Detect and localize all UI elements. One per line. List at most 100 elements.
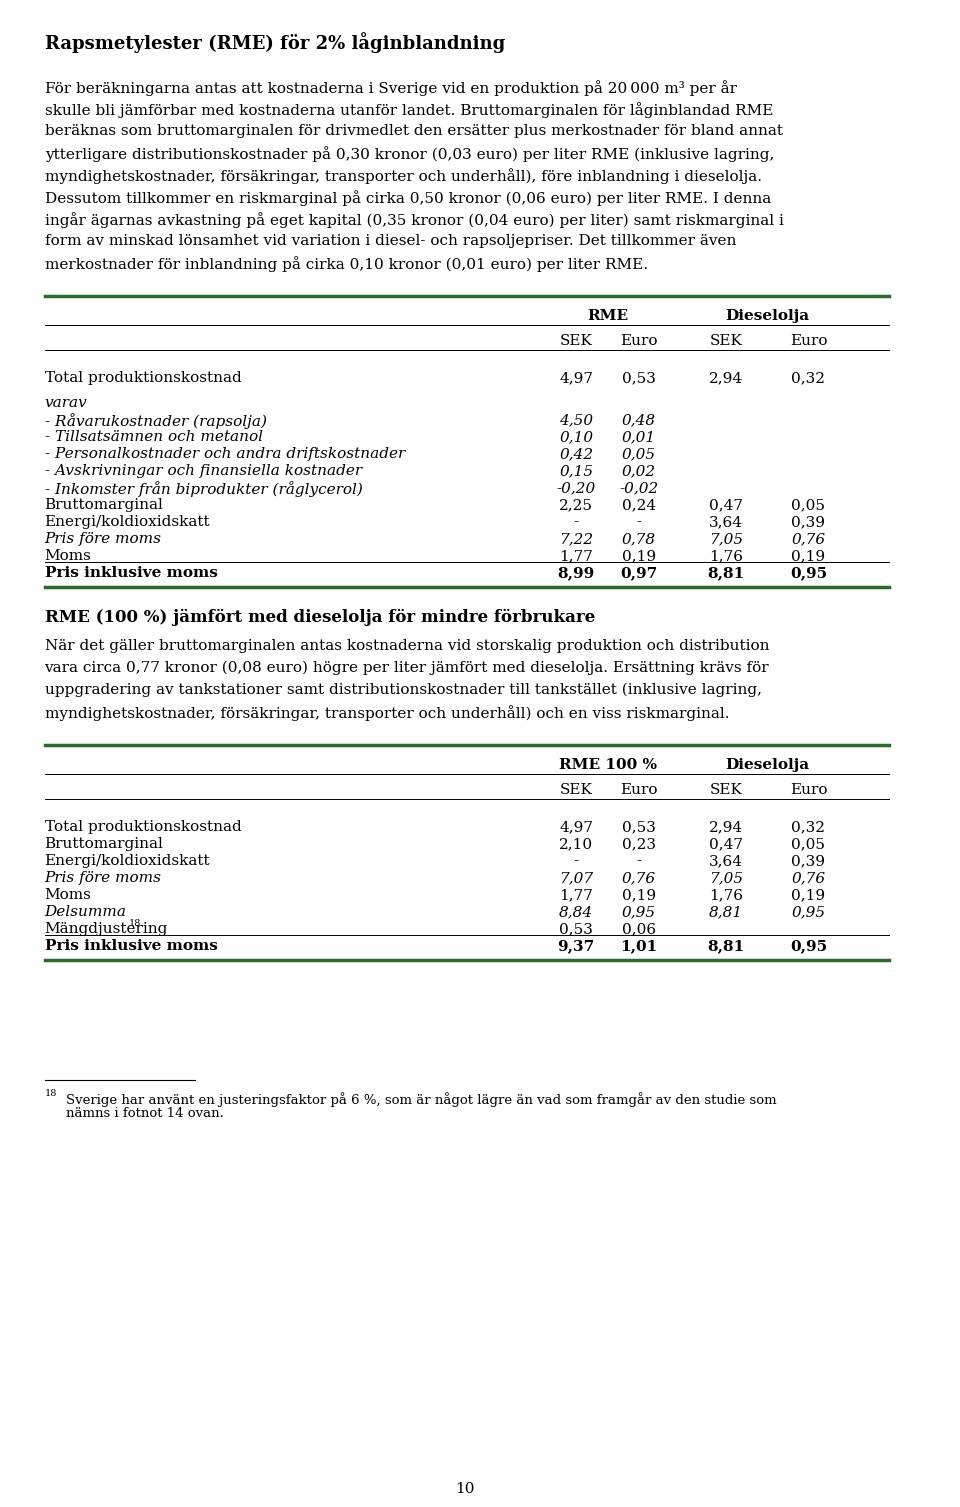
Text: 4,97: 4,97 — [559, 820, 593, 833]
Text: För beräkningarna antas att kostnaderna i Sverige vid en produktion på 20 000 m³: För beräkningarna antas att kostnaderna … — [44, 80, 736, 96]
Text: skulle bli jämförbar med kostnaderna utanför landet. Bruttomarginalen för låginb: skulle bli jämförbar med kostnaderna uta… — [44, 102, 773, 118]
Text: 0,06: 0,06 — [622, 922, 656, 936]
Text: 2,94: 2,94 — [709, 371, 743, 384]
Text: 7,07: 7,07 — [559, 871, 593, 885]
Text: RME 100 %: RME 100 % — [559, 758, 657, 772]
Text: - Råvarukostnader (rapsolja): - Råvarukostnader (rapsolja) — [44, 413, 267, 429]
Text: ingår ägarnas avkastning på eget kapital (0,35 kronor (0,04 euro) per liter) sam: ingår ägarnas avkastning på eget kapital… — [44, 212, 783, 228]
Text: Energi/koldioxidskatt: Energi/koldioxidskatt — [44, 515, 210, 529]
Text: 10: 10 — [455, 1481, 474, 1496]
Text: 0,19: 0,19 — [791, 888, 826, 903]
Text: Pris inklusive moms: Pris inklusive moms — [44, 567, 217, 580]
Text: SEK: SEK — [709, 784, 743, 797]
Text: 9,37: 9,37 — [558, 939, 594, 952]
Text: Energi/koldioxidskatt: Energi/koldioxidskatt — [44, 854, 210, 868]
Text: form av minskad lönsamhet vid variation i diesel- och rapsoljepriser. Det tillko: form av minskad lönsamhet vid variation … — [44, 234, 736, 249]
Text: -: - — [636, 854, 641, 868]
Text: 1,76: 1,76 — [709, 549, 743, 564]
Text: När det gäller bruttomarginalen antas kostnaderna vid storskalig produktion och : När det gäller bruttomarginalen antas ko… — [44, 639, 769, 653]
Text: 7,05: 7,05 — [709, 532, 743, 546]
Text: 0,53: 0,53 — [622, 371, 656, 384]
Text: 2,94: 2,94 — [709, 820, 743, 833]
Text: 0,53: 0,53 — [622, 820, 656, 833]
Text: ytterligare distributionskostnader på 0,30 kronor (0,03 euro) per liter RME (ink: ytterligare distributionskostnader på 0,… — [44, 146, 774, 161]
Text: - Avskrivningar och finansiella kostnader: - Avskrivningar och finansiella kostnade… — [44, 464, 362, 478]
Text: 0,39: 0,39 — [791, 515, 826, 529]
Text: 8,81: 8,81 — [708, 567, 745, 580]
Text: 0,19: 0,19 — [622, 549, 656, 564]
Text: Mängdjustering: Mängdjustering — [44, 922, 168, 936]
Text: Sverige har använt en justeringsfaktor på 6 %, som är något lägre än vad som fra: Sverige har använt en justeringsfaktor p… — [66, 1093, 777, 1106]
Text: 0,05: 0,05 — [622, 448, 656, 461]
Text: merkostnader för inblandning på cirka 0,10 kronor (0,01 euro) per liter RME.: merkostnader för inblandning på cirka 0,… — [44, 256, 648, 271]
Text: 0,95: 0,95 — [791, 906, 826, 919]
Text: 1,77: 1,77 — [559, 549, 593, 564]
Text: -0,02: -0,02 — [619, 481, 659, 494]
Text: 1,76: 1,76 — [709, 888, 743, 903]
Text: 0,01: 0,01 — [622, 429, 656, 445]
Text: Bruttomarginal: Bruttomarginal — [44, 836, 163, 851]
Text: 3,64: 3,64 — [709, 854, 743, 868]
Text: 8,99: 8,99 — [558, 567, 594, 580]
Text: beräknas som bruttomarginalen för drivmedlet den ersätter plus merkostnader för : beräknas som bruttomarginalen för drivme… — [44, 124, 782, 139]
Text: Pris inklusive moms: Pris inklusive moms — [44, 939, 217, 952]
Text: SEK: SEK — [709, 335, 743, 348]
Text: myndighetskostnader, försäkringar, transporter och underhåll) och en viss riskma: myndighetskostnader, försäkringar, trans… — [44, 705, 729, 720]
Text: 0,42: 0,42 — [559, 448, 593, 461]
Text: 8,81: 8,81 — [708, 939, 745, 952]
Text: 0,53: 0,53 — [559, 922, 593, 936]
Text: 0,15: 0,15 — [559, 464, 593, 478]
Text: 0,76: 0,76 — [791, 871, 826, 885]
Text: 0,76: 0,76 — [791, 532, 826, 546]
Text: Rapsmetylester (RME) för 2% låginblandning: Rapsmetylester (RME) för 2% låginblandni… — [44, 32, 505, 53]
Text: 0,95: 0,95 — [622, 906, 656, 919]
Text: SEK: SEK — [560, 784, 592, 797]
Text: Euro: Euro — [620, 335, 658, 348]
Text: 0,78: 0,78 — [622, 532, 656, 546]
Text: - Personalkostnader och andra driftskostnader: - Personalkostnader och andra driftskost… — [44, 448, 405, 461]
Text: 0,95: 0,95 — [790, 939, 827, 952]
Text: 8,81: 8,81 — [709, 906, 743, 919]
Text: 0,10: 0,10 — [559, 429, 593, 445]
Text: 8,84: 8,84 — [559, 906, 593, 919]
Text: 0,47: 0,47 — [709, 497, 743, 512]
Text: Moms: Moms — [44, 888, 91, 903]
Text: 1,77: 1,77 — [559, 888, 593, 903]
Text: Pris före moms: Pris före moms — [44, 532, 161, 546]
Text: uppgradering av tankstationer samt distributionskostnader till tankstället (inkl: uppgradering av tankstationer samt distr… — [44, 683, 761, 698]
Text: 0,97: 0,97 — [620, 567, 658, 580]
Text: varav: varav — [44, 396, 87, 410]
Text: 7,05: 7,05 — [709, 871, 743, 885]
Text: 4,50: 4,50 — [559, 413, 593, 426]
Text: 3,64: 3,64 — [709, 515, 743, 529]
Text: 0,05: 0,05 — [791, 836, 826, 851]
Text: Dessutom tillkommer en riskmarginal på cirka 0,50 kronor (0,06 euro) per liter R: Dessutom tillkommer en riskmarginal på c… — [44, 190, 771, 206]
Text: 4,97: 4,97 — [559, 371, 593, 384]
Text: SEK: SEK — [560, 335, 592, 348]
Text: 0,19: 0,19 — [622, 888, 656, 903]
Text: - Tillsatsämnen och metanol: - Tillsatsämnen och metanol — [44, 429, 262, 445]
Text: Euro: Euro — [620, 784, 658, 797]
Text: Pris före moms: Pris före moms — [44, 871, 161, 885]
Text: Total produktionskostnad: Total produktionskostnad — [44, 371, 241, 384]
Text: - Inkomster från biprodukter (råglycerol): - Inkomster från biprodukter (råglycerol… — [44, 481, 363, 497]
Text: 0,19: 0,19 — [791, 549, 826, 564]
Text: 0,02: 0,02 — [622, 464, 656, 478]
Text: vara circa 0,77 kronor (0,08 euro) högre per liter jämfört med dieselolja. Ersät: vara circa 0,77 kronor (0,08 euro) högre… — [44, 662, 769, 675]
Text: -0,20: -0,20 — [557, 481, 596, 494]
Text: 2,25: 2,25 — [559, 497, 593, 512]
Text: nämns i fotnot 14 ovan.: nämns i fotnot 14 ovan. — [66, 1108, 224, 1120]
Text: -: - — [636, 515, 641, 529]
Text: -: - — [573, 854, 579, 868]
Text: 0,32: 0,32 — [791, 820, 826, 833]
Text: 2,10: 2,10 — [559, 836, 593, 851]
Text: Euro: Euro — [790, 335, 828, 348]
Text: 18: 18 — [129, 919, 141, 928]
Text: Euro: Euro — [790, 784, 828, 797]
Text: Dieselolja: Dieselolja — [725, 758, 809, 772]
Text: 1,01: 1,01 — [620, 939, 658, 952]
Text: -: - — [573, 515, 579, 529]
Text: 0,48: 0,48 — [622, 413, 656, 426]
Text: RME (100 %) jämfört med dieselolja för mindre förbrukare: RME (100 %) jämfört med dieselolja för m… — [44, 609, 595, 625]
Text: myndighetskostnader, försäkringar, transporter och underhåll), före inblandning : myndighetskostnader, försäkringar, trans… — [44, 167, 761, 184]
